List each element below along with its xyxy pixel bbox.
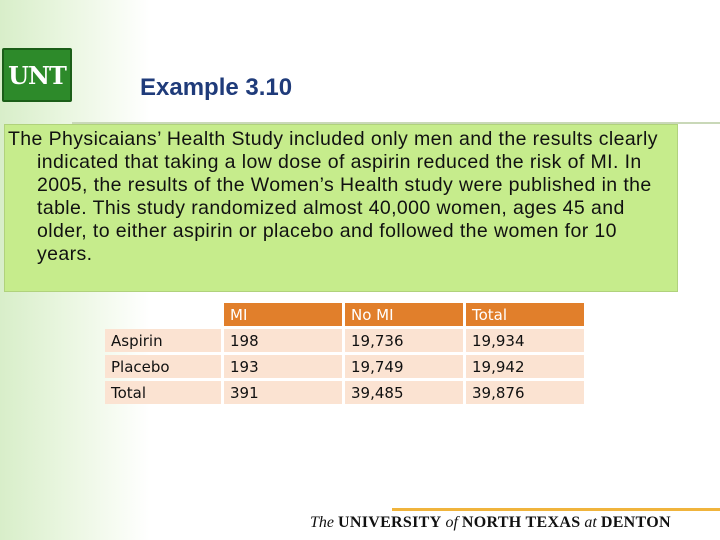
unt-logo: UNT (2, 48, 72, 102)
university-footer: The UNIVERSITY of NORTH TEXAS at DENTON (310, 514, 720, 532)
slide-title: Example 3.10 (140, 74, 293, 101)
table-header-mi: MI (224, 303, 342, 326)
results-table: MI No MI Total Aspirin 198 19,736 19,934… (102, 300, 587, 407)
row-label-placebo: Placebo (105, 355, 221, 378)
table-cell: 19,749 (345, 355, 463, 378)
table-cell: 19,736 (345, 329, 463, 352)
table-cell: 198 (224, 329, 342, 352)
table-cell: 19,942 (466, 355, 584, 378)
footer-north-texas: NORTH TEXAS (461, 514, 581, 531)
unt-logo-text: UNT (8, 60, 67, 90)
footer-the: The (310, 514, 334, 531)
table-row: Aspirin 198 19,736 19,934 (105, 329, 584, 352)
table-header-row: MI No MI Total (105, 303, 584, 326)
table-row: Total 391 39,485 39,876 (105, 381, 584, 404)
footer-at: at (584, 514, 597, 531)
table-header-no-mi: No MI (345, 303, 463, 326)
footer-divider (392, 508, 720, 511)
table-row: Placebo 193 19,749 19,942 (105, 355, 584, 378)
text-callout-box (4, 124, 678, 292)
table-cell: 39,876 (466, 381, 584, 404)
row-label-total: Total (105, 381, 221, 404)
footer-denton: DENTON (600, 514, 671, 531)
table-cell: 39,485 (345, 381, 463, 404)
row-label-aspirin: Aspirin (105, 329, 221, 352)
table-header-total: Total (466, 303, 584, 326)
slide-paragraph: The Physicaians’ Health Study included o… (8, 128, 658, 265)
table-cell: 193 (224, 355, 342, 378)
table-header-corner (105, 303, 221, 326)
title-divider (72, 122, 720, 124)
footer-of: of (445, 514, 458, 531)
table-cell: 19,934 (466, 329, 584, 352)
table-cell: 391 (224, 381, 342, 404)
footer-university: UNIVERSITY (338, 514, 442, 531)
